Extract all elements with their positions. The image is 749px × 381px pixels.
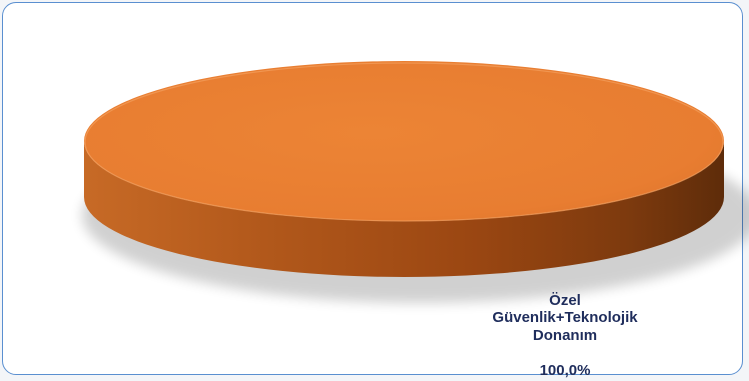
pie-slice-side (84, 141, 724, 277)
pie-slice-rim (84, 62, 724, 222)
slice-value-label: 100,0% (539, 361, 591, 379)
slice-category-label: Özel Güvenlik+Teknolojik Donanım (492, 291, 638, 344)
pie-slice-top (84, 61, 724, 221)
pie-slice-label: Özel Güvenlik+Teknolojik Donanım 100,0% (460, 274, 670, 379)
